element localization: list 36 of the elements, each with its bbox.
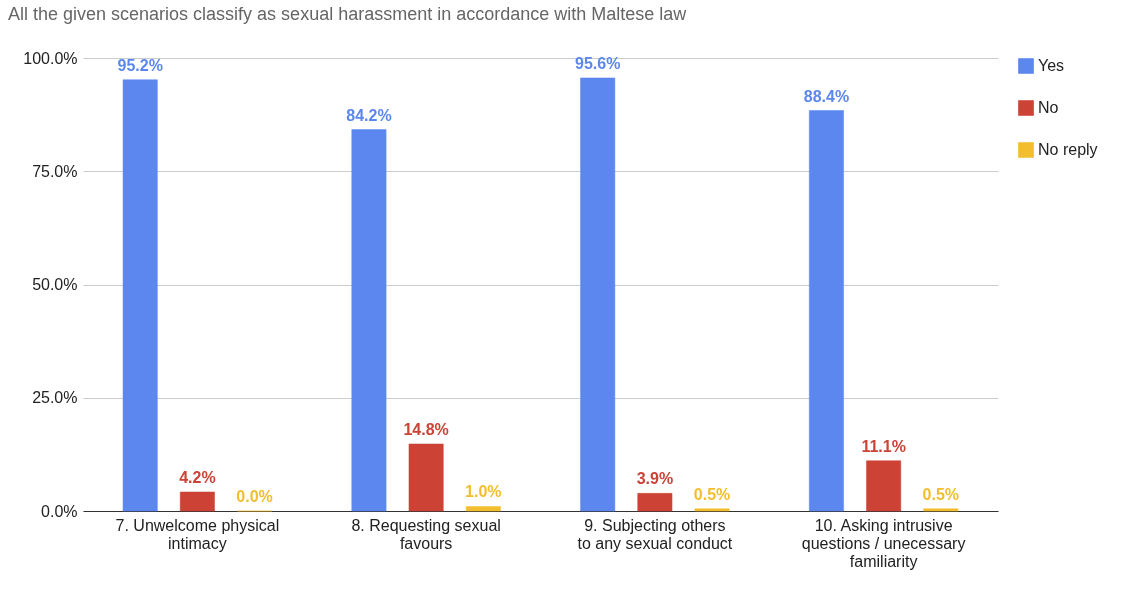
legend-label: Yes [1038, 57, 1065, 74]
y-tick-label: 75.0% [32, 162, 78, 180]
data-label: 95.6% [575, 54, 621, 72]
data-label: 95.2% [117, 56, 163, 74]
data-label: 14.8% [403, 420, 449, 438]
data-label: 0.5% [693, 485, 731, 503]
data-label: 1.0% [465, 483, 502, 501]
data-label: 3.9% [636, 470, 674, 488]
bar [866, 460, 902, 512]
data-label: 11.1% [861, 437, 906, 455]
x-tick-label: 9. Subjecting others to any sexual conduct [577, 516, 733, 552]
x-tick-label: 10. Asking intrusive questions / unecessary familiarity [801, 516, 966, 570]
y-tick-label: 50.0% [32, 276, 78, 293]
bar [923, 508, 959, 512]
bar [637, 493, 673, 512]
data-label: 0.5% [922, 485, 960, 503]
bar [408, 443, 444, 512]
bar [465, 506, 501, 512]
data-label: 4.2% [179, 468, 216, 486]
x-tick-label: 7. Unwelcome physical intimacy [115, 516, 280, 552]
bar [694, 508, 730, 512]
data-label: 88.4% [803, 87, 850, 105]
bar [809, 110, 844, 512]
bar [351, 129, 387, 512]
bar [580, 77, 616, 512]
data-label: 0.0% [236, 488, 273, 505]
x-tick-label: 8. Requesting sexual favours [351, 516, 501, 552]
legend-label: No [1038, 99, 1059, 116]
chart-title: All the given scenarios classify as sexual harassment in accordance with Maltese law [8, 4, 688, 24]
legend-label: No reply [1038, 141, 1098, 158]
y-tick-label: 100.0% [23, 49, 78, 67]
y-tick-label: 0.0% [41, 502, 78, 520]
data-label: 84.2% [346, 106, 392, 124]
bar [179, 491, 215, 512]
y-tick-label: 25.0% [32, 389, 78, 407]
bar [122, 79, 158, 512]
